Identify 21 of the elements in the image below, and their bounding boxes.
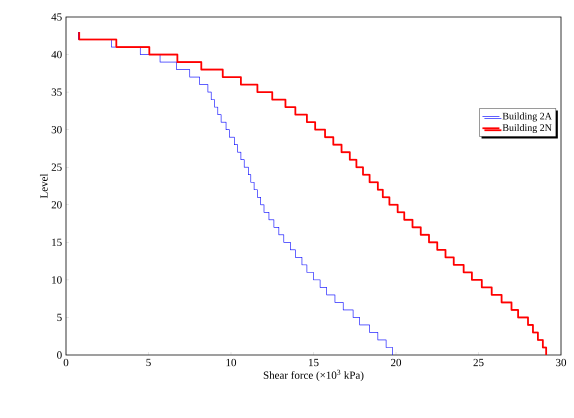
y-tick-label: 5 — [57, 314, 62, 322]
y-tick-label: 10 — [52, 276, 62, 284]
y-tick-label: 0 — [57, 351, 62, 359]
x-tick-label: 30 — [556, 358, 566, 366]
y-tick-label: 15 — [52, 238, 62, 246]
x-tick-label: 25 — [474, 358, 484, 366]
y-tick-label: 45 — [51, 13, 62, 21]
x-tick-label: 20 — [391, 358, 402, 366]
x-axis-title: Shear force (×10$^{3}$ kPa) — [264, 370, 364, 382]
x-tick-label: 0 — [64, 358, 68, 366]
y-tick-label: 35 — [52, 88, 62, 96]
y-tick-label: 20 — [52, 201, 62, 208]
y-tick-label: 25 — [52, 164, 62, 171]
y-tick-label: 30 — [52, 126, 62, 134]
x-tick-label: 15 — [308, 358, 319, 366]
y-tick-label: 40 — [51, 50, 62, 58]
y-axis-title: Level — [40, 174, 48, 198]
legend-label: Building 2A — [502, 112, 552, 122]
x-tick-label: 5 — [146, 358, 151, 366]
x-tick-label: 10 — [226, 358, 236, 366]
legend-label: Building 2N — [502, 124, 552, 134]
